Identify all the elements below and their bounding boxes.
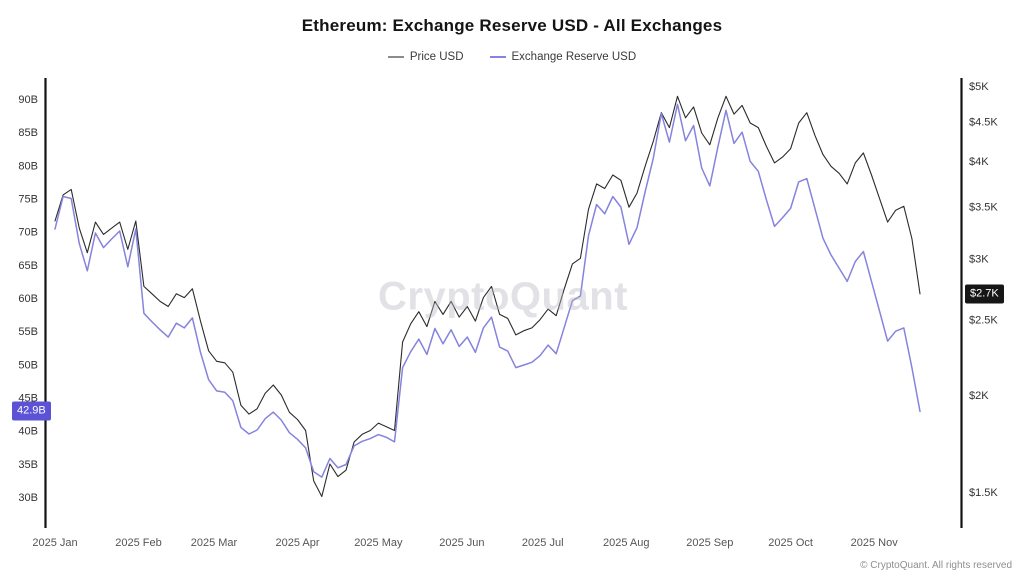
left-axis-tick-label: 55B xyxy=(18,326,38,338)
copyright-notice: © CryptoQuant. All rights reserved xyxy=(860,560,1012,571)
x-axis-tick-label: 2025 Jul xyxy=(522,537,564,549)
legend-label-exchange-reserve-usd: Exchange Reserve USD xyxy=(511,51,637,63)
left-axis-tick-label: 80B xyxy=(18,160,38,172)
x-axis-tick-label: 2025 Sep xyxy=(686,537,733,549)
reserve-current-value-badge: 42.9B xyxy=(12,401,51,421)
x-axis-tick-label: 2025 Feb xyxy=(115,537,161,549)
exchange-reserve-usd-swatch xyxy=(489,56,506,58)
right-axis-tick-label: $3K xyxy=(969,253,989,265)
price-line xyxy=(54,95,921,498)
x-axis-tick-label: 2025 Apr xyxy=(275,537,319,549)
left-axis-tick-label: 40B xyxy=(18,426,38,438)
x-axis-tick-label: 2025 Jun xyxy=(439,537,484,549)
price-usd-swatch xyxy=(387,56,404,58)
chart-title: Ethereum: Exchange Reserve USD - All Exc… xyxy=(301,16,723,35)
legend-label-price-usd: Price USD xyxy=(409,51,464,63)
left-axis-tick-label: 85B xyxy=(18,127,38,139)
right-axis-tick-label: $4.5K xyxy=(969,117,998,129)
right-axis-tick-label: $3.5K xyxy=(969,201,998,213)
x-axis-tick-label: 2025 Nov xyxy=(851,537,899,549)
left-axis-tick-label: 45B xyxy=(18,393,38,405)
right-axis-tick-label: $4K xyxy=(969,156,989,168)
x-axis-tick-label: 2025 Mar xyxy=(191,537,238,549)
chart-legend: Price USD Exchange Reserve USD xyxy=(0,51,1024,63)
x-axis-tick-label: 2025 Aug xyxy=(603,537,650,549)
x-axis-tick-label: 2025 May xyxy=(354,537,403,549)
left-axis-tick-label: 65B xyxy=(18,260,38,272)
exchange-reserve-line xyxy=(54,103,921,478)
left-axis-tick-label: 35B xyxy=(18,459,38,471)
left-axis-tick-label: 60B xyxy=(18,293,38,305)
right-axis-tick-label: $2K xyxy=(969,390,989,402)
right-axis-tick-label: $2.5K xyxy=(969,315,998,327)
left-axis-tick-label: 30B xyxy=(18,492,38,504)
price-current-value-badge: $2.7K xyxy=(965,284,1004,304)
left-axis-tick-label: 50B xyxy=(18,359,38,371)
right-axis-tick-label: $1.5K xyxy=(969,487,998,499)
x-axis-tick-label: 2025 Jan xyxy=(32,537,77,549)
legend-item-price-usd[interactable]: Price USD xyxy=(387,51,464,63)
x-axis-tick-label: 2025 Oct xyxy=(768,537,813,549)
legend-item-exchange-reserve-usd[interactable]: Exchange Reserve USD xyxy=(489,51,637,63)
right-axis-tick-label: $5K xyxy=(969,81,989,93)
left-axis-tick-label: 75B xyxy=(18,194,38,206)
left-axis-tick-label: 70B xyxy=(18,227,38,239)
left-axis-tick-label: 90B xyxy=(18,94,38,106)
